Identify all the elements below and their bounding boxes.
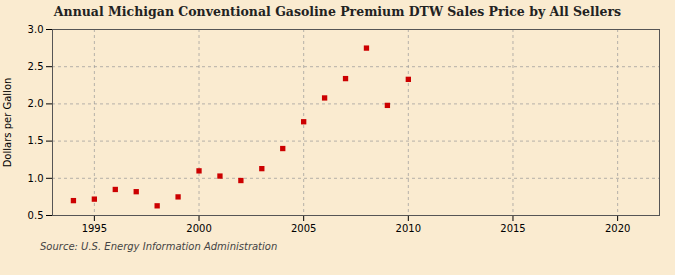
svg-text:2005: 2005 — [291, 223, 316, 234]
svg-text:2015: 2015 — [500, 223, 525, 234]
svg-text:2.5: 2.5 — [28, 61, 44, 72]
svg-text:Dollars per Gallon: Dollars per Gallon — [2, 78, 13, 168]
html-text:Source: U.S. Energy Informatio: Source: U.S. Energy Information Administ… — [40, 241, 278, 252]
svg-text:3.0: 3.0 — [28, 24, 44, 35]
svg-text:2010: 2010 — [396, 223, 421, 234]
html-text:Annual Michigan Conventional G: Annual Michigan Conventional Gasoline Pr… — [53, 4, 622, 19]
svg-text:2000: 2000 — [186, 223, 211, 234]
svg-text:2020: 2020 — [605, 223, 630, 234]
svg-text:1995: 1995 — [82, 223, 107, 234]
svg-text:1.5: 1.5 — [28, 135, 44, 146]
svg-text:1.0: 1.0 — [28, 173, 44, 184]
svg-text:0.5: 0.5 — [28, 210, 44, 221]
svg-text:2.0: 2.0 — [28, 98, 44, 109]
